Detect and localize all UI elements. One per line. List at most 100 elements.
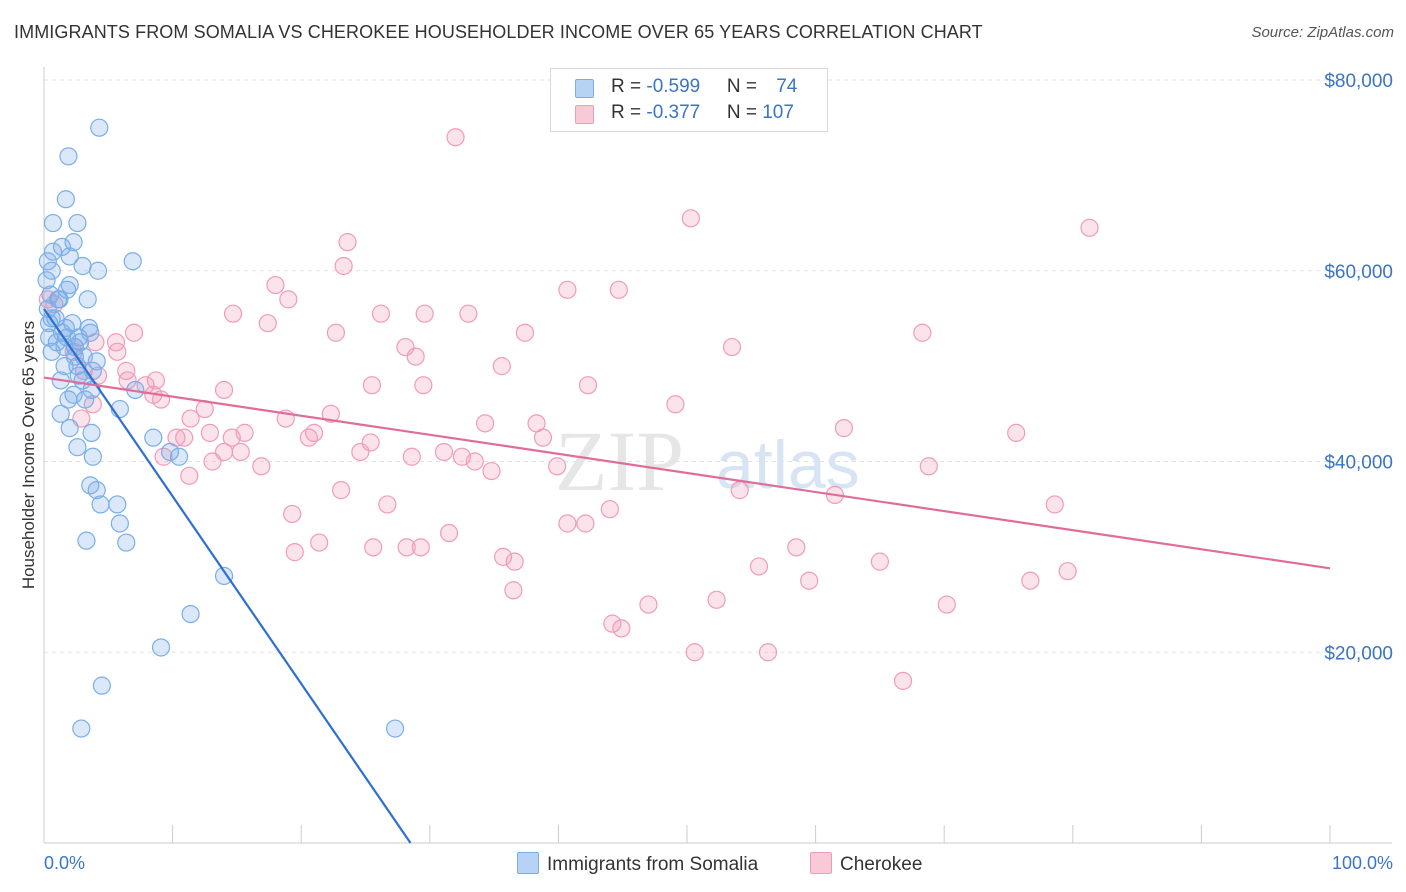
cherokee-point	[446, 128, 465, 147]
source-label: Source: ZipAtlas.com	[1251, 24, 1394, 41]
somalia-point	[144, 428, 163, 447]
somalia-point	[58, 280, 77, 299]
somalia-point	[68, 438, 87, 457]
y-tick-labels: $20,000 $40,000 $60,000 $80,000	[1324, 71, 1393, 664]
cherokee-point	[730, 481, 749, 500]
somalia-point	[78, 290, 97, 309]
somalia-point	[69, 366, 88, 385]
somalia-point	[88, 261, 108, 280]
somalia-point	[77, 531, 96, 550]
cherokee-point	[146, 371, 165, 390]
legend-n-value: 107	[762, 102, 794, 123]
cherokee-point	[578, 376, 598, 395]
cherokee-point	[465, 452, 484, 471]
somalia-point	[52, 237, 72, 257]
somalia-point	[151, 638, 171, 657]
cherokee-point	[364, 538, 383, 557]
cherokee-point	[685, 643, 704, 662]
gridlines	[44, 79, 1392, 653]
somalia-point	[214, 566, 234, 586]
cherokee-point	[459, 304, 478, 323]
cherokee-point	[919, 457, 938, 476]
cherokee-point	[505, 552, 524, 571]
cherokee-point	[494, 547, 513, 566]
somalia-point	[87, 352, 106, 371]
legend: R = -0.599 N = 74 R = -0.377 N = 107	[550, 68, 828, 132]
somalia-point	[76, 390, 95, 409]
cherokee-point	[1045, 495, 1064, 514]
cherokee-point	[1021, 571, 1040, 590]
somalia-points	[37, 118, 405, 738]
cherokee-point	[371, 304, 391, 323]
y-tick-label: $80,000	[1324, 71, 1393, 92]
somalia-point	[56, 190, 75, 209]
cherokee-point	[402, 447, 421, 466]
somalia-point	[43, 213, 63, 233]
somalia-point	[108, 495, 127, 514]
cherokee-point	[533, 428, 553, 447]
cherokee-point	[223, 304, 243, 323]
bottom-legend-label: Cherokee	[840, 854, 923, 875]
cherokee-point	[1058, 562, 1077, 581]
somalia-point	[87, 481, 106, 500]
cherokee-point	[600, 500, 619, 519]
legend-swatch-blue	[575, 79, 594, 98]
somalia-point	[38, 252, 57, 271]
somalia-point	[58, 328, 77, 347]
cherokee-points	[38, 128, 1099, 690]
cherokee-point	[414, 376, 433, 395]
cherokee-point	[1080, 218, 1099, 237]
legend-n-value: 74	[776, 76, 798, 97]
cherokee-point	[666, 395, 685, 414]
cherokee-point	[434, 442, 454, 462]
somalia-point	[72, 719, 91, 738]
cherokee-point	[310, 533, 329, 552]
cherokee-point	[258, 314, 277, 333]
somalia-point	[110, 514, 129, 533]
somalia-point	[41, 285, 60, 304]
cherokee-point	[266, 275, 285, 295]
cherokee-point	[639, 595, 658, 614]
cherokee-point	[681, 209, 700, 228]
cherokee-point	[231, 442, 250, 462]
cherokee-point	[396, 337, 415, 357]
legend-n-label: N =	[726, 102, 763, 123]
cherokee-point	[338, 233, 357, 252]
cherokee-point	[279, 290, 298, 309]
cherokee-point	[800, 571, 819, 590]
somalia-trend-line	[43, 308, 412, 844]
y-tick-label: $60,000	[1324, 262, 1393, 283]
bottom-legend-label: Immigrants from Somalia	[547, 854, 759, 875]
cherokee-trend-line	[43, 376, 1331, 570]
cherokee-point	[235, 423, 254, 442]
cherokee-point	[411, 538, 430, 557]
cherokee-point	[482, 461, 501, 481]
legend-r-value: -0.599	[646, 76, 701, 97]
cherokee-point	[321, 404, 340, 423]
somalia-point	[60, 247, 79, 266]
cherokee-point	[548, 457, 567, 476]
watermark: ZIP atlas	[555, 413, 860, 509]
cherokee-point	[515, 323, 535, 342]
somalia-point	[123, 252, 142, 271]
x-tick-label: 0.0%	[44, 853, 85, 873]
somalia-point	[91, 495, 110, 514]
somalia-point	[59, 147, 78, 166]
cherokee-point	[214, 380, 234, 400]
cherokee-point	[334, 256, 353, 276]
y-tick-label: $20,000	[1324, 643, 1393, 664]
cherokee-point	[378, 495, 397, 514]
somalia-point	[60, 419, 79, 438]
watermark-atlas: atlas	[716, 427, 860, 503]
cherokee-point	[108, 342, 127, 361]
cherokee-point	[299, 428, 319, 447]
chart-title: IMMIGRANTS FROM SOMALIA VS CHEROKEE HOUS…	[14, 22, 983, 42]
legend-r-label: R =	[611, 102, 647, 123]
somalia-point	[42, 342, 61, 361]
cherokee-point	[870, 552, 890, 571]
cherokee-point	[937, 595, 956, 614]
cherokee-point	[492, 357, 511, 376]
cherokee-point	[203, 452, 222, 471]
cherokee-point	[124, 323, 144, 342]
